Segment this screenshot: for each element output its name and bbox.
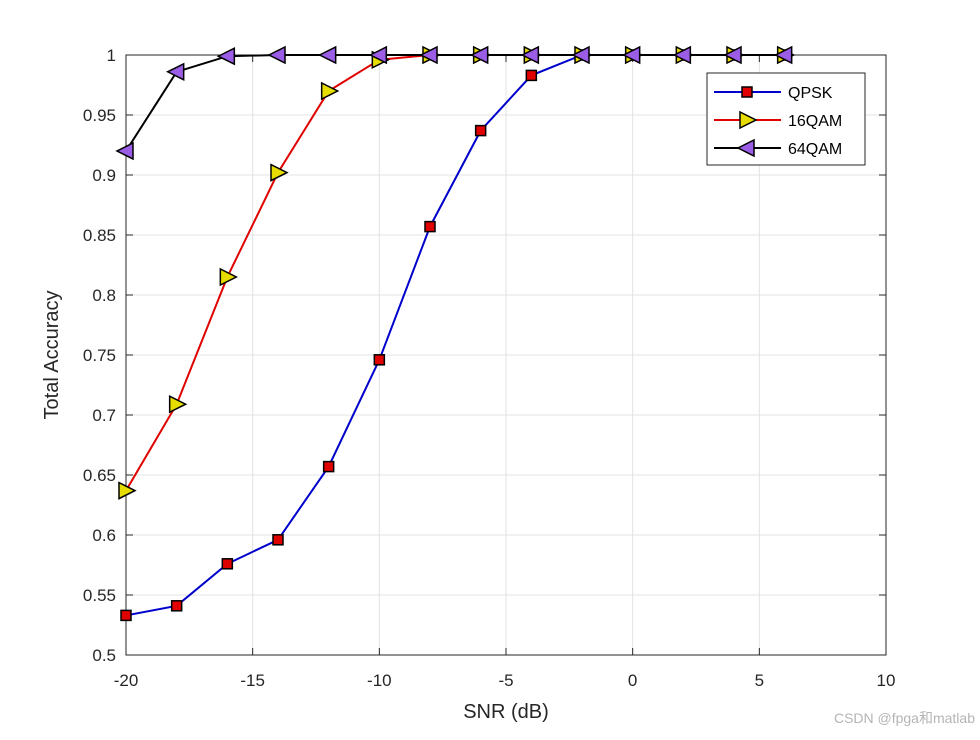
y-tick-label: 0.7: [92, 406, 116, 425]
point-qpsk: [170, 600, 183, 612]
point-64qam: [723, 45, 742, 65]
y-tick-label: 0.85: [83, 226, 116, 245]
x-tick-label: 10: [877, 671, 896, 690]
point-qpsk: [474, 124, 487, 137]
y-tick-label: 0.75: [83, 346, 116, 365]
point-64qam: [317, 45, 337, 65]
legend-item-64qam: 64QAM: [714, 138, 842, 158]
point-64qam: [773, 45, 793, 65]
x-tick-label: -15: [240, 671, 265, 690]
legend-label-64qam: 64QAM: [788, 141, 842, 158]
legend-marker-16qam: [739, 110, 758, 130]
x-tick-label: -5: [498, 671, 513, 690]
point-qpsk: [120, 609, 132, 622]
point-qpsk: [322, 460, 335, 473]
y-tick-label: 0.8: [92, 286, 116, 305]
point-64qam: [672, 45, 692, 65]
point-64qam: [216, 46, 236, 66]
point-qpsk: [373, 354, 386, 366]
y-tick-label: 0.9: [92, 166, 116, 185]
point-16qam: [270, 163, 289, 182]
x-tick-label: -10: [367, 671, 392, 690]
point-64qam: [165, 62, 185, 82]
point-64qam: [419, 45, 438, 65]
y-tick-label: 0.95: [83, 106, 116, 125]
y-tick-label: 1: [107, 46, 116, 65]
point-64qam: [368, 45, 388, 65]
legend-item-16qam: 16QAM: [714, 110, 842, 130]
point-16qam: [168, 394, 188, 414]
point-16qam: [320, 81, 340, 101]
legend-marker-64qam: [736, 138, 755, 158]
point-64qam: [571, 45, 590, 65]
point-64qam: [621, 45, 641, 65]
legend-label-qpsk: QPSK: [788, 85, 833, 102]
y-tick-label: 0.5: [92, 646, 116, 665]
x-tick-label: 5: [755, 671, 764, 690]
y-axis-title: Total Accuracy: [41, 291, 63, 420]
x-tick-label: 0: [628, 671, 637, 690]
point-16qam: [118, 481, 137, 500]
y-tick-label: 0.65: [83, 466, 116, 485]
point-qpsk: [424, 220, 436, 233]
legend-item-qpsk: QPSK: [714, 85, 833, 102]
point-64qam: [115, 141, 134, 161]
legend-marker-qpsk: [741, 86, 753, 98]
point-qpsk: [221, 558, 234, 570]
point-64qam: [469, 45, 489, 65]
series-64qam: [115, 45, 793, 161]
series-layer: [115, 45, 796, 622]
point-qpsk: [272, 534, 284, 546]
point-64qam: [520, 45, 540, 65]
y-tick-label: 0.55: [83, 586, 116, 605]
point-64qam: [267, 45, 286, 65]
legend-label-16qam: 16QAM: [788, 113, 842, 130]
grid-lines: [126, 55, 886, 655]
axis-ticks: -20 -15 -10 -5 0 5 10 0.5 0.55 0.6 0.65 0.7 0.75 0.8 0…: [83, 46, 896, 690]
x-axis-title: SNR (dB): [463, 701, 549, 723]
point-qpsk: [525, 69, 538, 82]
x-tick-label: -20: [114, 671, 139, 690]
watermark-text: CSDN @fpga和matlab: [834, 710, 975, 726]
legend: QPSK 16QAM 64QAM: [706, 72, 866, 166]
point-16qam: [219, 267, 239, 287]
y-tick-label: 0.6: [92, 526, 116, 545]
